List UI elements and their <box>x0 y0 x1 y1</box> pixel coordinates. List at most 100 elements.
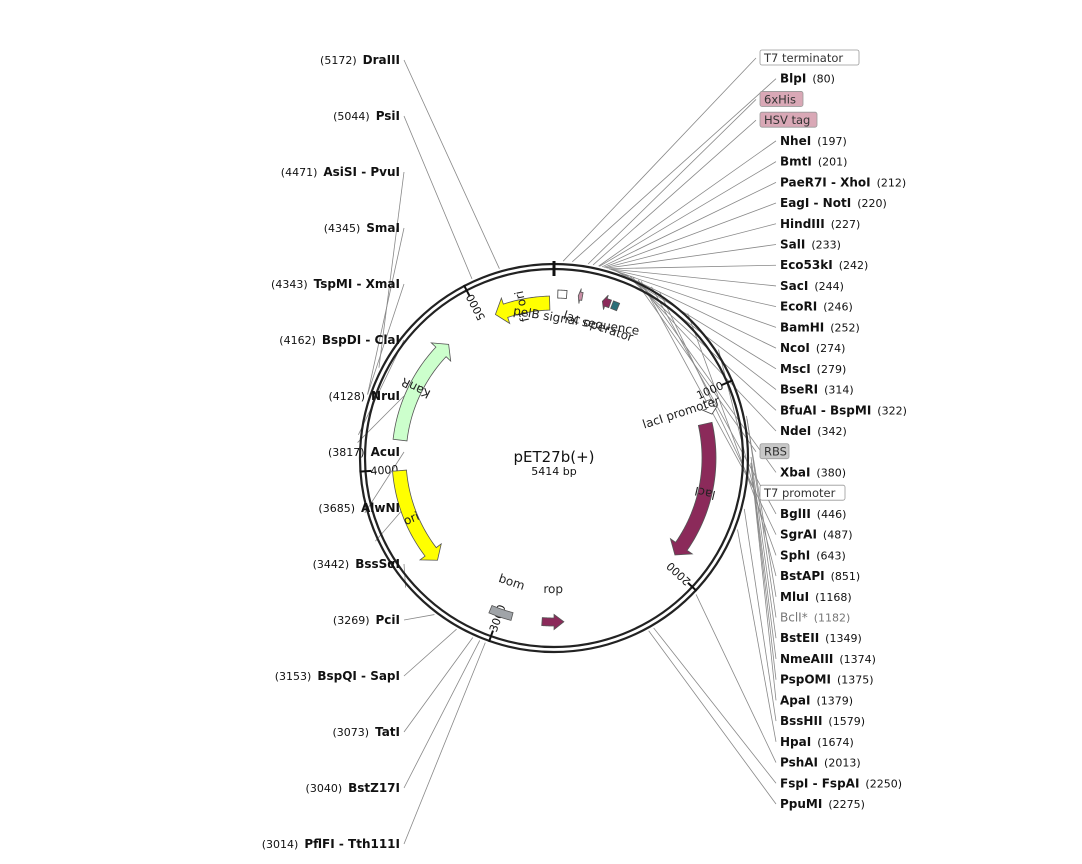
feature-t7-promoter <box>610 300 621 312</box>
leader-line <box>571 78 777 263</box>
site-position: (1674) <box>817 736 854 749</box>
leader-line <box>599 161 777 267</box>
site-name: PflFI - Tth111I <box>304 837 400 851</box>
site-xbai: XbaI (380) <box>780 465 846 479</box>
site-bmti: BmtI (201) <box>780 155 847 169</box>
plasmid-center: pET27b(+) 5414 bp <box>513 448 594 478</box>
site-position: (3153) <box>275 670 312 683</box>
site-position: (1579) <box>828 715 865 728</box>
box-label-6xhis: 6xHis <box>764 92 796 106</box>
feature-ori <box>392 469 442 561</box>
site-position: (212) <box>877 176 907 189</box>
leader-line <box>403 628 457 677</box>
site-name: MscI <box>780 362 811 376</box>
site-name: PciI <box>376 613 401 627</box>
site-name: SacI <box>780 279 808 293</box>
site-sgrai: SgrAI (487) <box>780 528 853 542</box>
site-hpai: HpaI (1674) <box>780 735 854 749</box>
tick-mark <box>488 630 494 643</box>
site-paer7i-xhoi: PaeR7I - XhoI (212) <box>780 175 906 189</box>
feature-laci-promoter <box>701 398 719 415</box>
site-position: (227) <box>831 218 861 231</box>
leader-line <box>743 508 777 722</box>
site-position: (3442) <box>313 558 350 571</box>
leader-line <box>653 627 777 784</box>
site-name: PsiI <box>376 109 400 123</box>
site-ecori: EcoRI (246) <box>780 300 853 314</box>
site-nrui: (4128) NruI <box>328 389 400 403</box>
site-name: XbaI <box>780 465 810 479</box>
site-name: SphI <box>780 548 810 562</box>
site-tati: (3073) TatI <box>332 725 400 739</box>
site-position: (246) <box>823 301 853 314</box>
feature-laci <box>669 421 717 556</box>
leader-line <box>403 637 474 733</box>
site-draiii: (5172) DraIII <box>320 53 400 67</box>
site-position: (1349) <box>825 632 862 645</box>
site-name: AlwNI <box>361 501 400 515</box>
site-name: DraIII <box>363 53 400 67</box>
leader-line <box>562 57 757 262</box>
site-name: BlpI <box>780 72 806 86</box>
site-bfuai-bspmi: BfuAI - BspMI (322) <box>780 403 907 417</box>
site-name: AcuI <box>371 445 400 459</box>
site-name: HpaI <box>780 735 811 749</box>
site-ndei: NdeI (342) <box>780 424 847 438</box>
site-name: HindIII <box>780 217 825 231</box>
leader-line <box>750 463 777 701</box>
site-position: (3014) <box>262 838 299 851</box>
site-bsss-i: (3442) BssSαI <box>313 557 400 571</box>
site-sali: SalI (233) <box>780 238 841 252</box>
site-name: NruI <box>371 389 400 403</box>
box-rbs <box>759 443 790 460</box>
tick-mark <box>359 469 372 473</box>
site-ncoi: NcoI (274) <box>780 341 845 355</box>
plasmid-length: 5414 bp <box>531 465 576 478</box>
site-fspi-fspai: FspI - FspAI (2250) <box>780 776 902 790</box>
leader-line <box>606 244 777 269</box>
site-bcli: BclI* (1182) <box>780 611 850 625</box>
site-psii: (5044) PsiI <box>333 109 400 123</box>
site-position: (3040) <box>306 782 343 795</box>
site-position: (274) <box>816 342 846 355</box>
site-position: (342) <box>817 425 847 438</box>
feature-f1-ori <box>494 295 551 325</box>
feature-t7-terminator <box>557 289 568 299</box>
site-msci: MscI (279) <box>780 362 846 376</box>
site-bseri: BseRI (314) <box>780 383 854 397</box>
leader-line <box>610 268 777 328</box>
site-position: (4162) <box>279 334 316 347</box>
site-name: NmeAIII <box>780 652 833 666</box>
site-bglii: BglII (446) <box>780 507 846 521</box>
site-name: ApaI <box>780 693 810 707</box>
site-position: (3269) <box>333 614 370 627</box>
site-nhei: NheI (197) <box>780 134 847 148</box>
box-label-hsv-tag: HSV tag <box>764 113 810 127</box>
leader-line <box>637 279 777 473</box>
site-position: (1375) <box>837 674 874 687</box>
site-position: (446) <box>817 508 847 521</box>
site-bspqi-sapi: (3153) BspQI - SapI <box>275 669 400 683</box>
leader-line <box>609 268 777 308</box>
site-pshai: PshAI (2013) <box>780 756 861 770</box>
site-position: (4343) <box>271 278 308 291</box>
leader-line <box>695 594 777 763</box>
site-eagi-noti: EagI - NotI (220) <box>780 196 887 210</box>
site-position: (322) <box>877 404 907 417</box>
leader-line <box>648 630 777 805</box>
site-name: SmaI <box>366 221 400 235</box>
tick-mark <box>462 284 471 297</box>
site-position: (4471) <box>281 166 318 179</box>
leader-line <box>587 99 757 265</box>
leader-line <box>746 418 777 618</box>
leader-line <box>750 462 777 680</box>
site-position: (314) <box>824 384 854 397</box>
tick-label: 5000 <box>464 292 488 323</box>
feature-rop <box>541 613 565 631</box>
box-label-rbs: RBS <box>764 445 787 459</box>
site-hindiii: HindIII (227) <box>780 217 860 231</box>
site-position: (3685) <box>318 502 355 515</box>
site-name: EagI - NotI <box>780 196 851 210</box>
site-position: (201) <box>818 156 848 169</box>
site-name: MluI <box>780 590 809 604</box>
